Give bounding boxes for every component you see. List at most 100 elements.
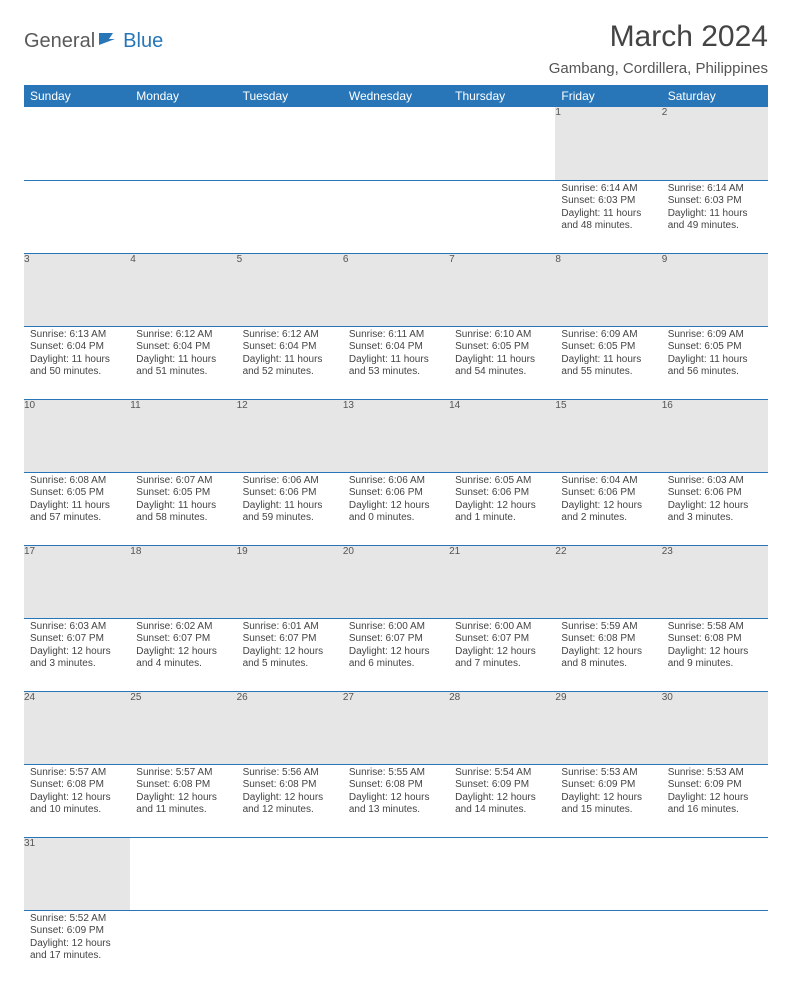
weekday-header: Sunday: [24, 85, 130, 107]
day-dl2: and 55 minutes.: [561, 366, 655, 379]
day-cell: Sunrise: 6:00 AMSunset: 6:07 PMDaylight:…: [449, 618, 555, 691]
day-cell: [130, 180, 236, 253]
day-number: [24, 107, 130, 180]
day-ss: Sunset: 6:03 PM: [668, 195, 762, 208]
day-dl1: Daylight: 12 hours: [349, 792, 443, 805]
calendar-table: SundayMondayTuesdayWednesdayThursdayFrid…: [24, 85, 768, 983]
day-sr: Sunrise: 6:14 AM: [561, 183, 655, 196]
day-cell: Sunrise: 5:54 AMSunset: 6:09 PMDaylight:…: [449, 764, 555, 837]
day-number: 1: [555, 107, 661, 180]
day-ss: Sunset: 6:06 PM: [349, 487, 443, 500]
day-dl1: Daylight: 12 hours: [668, 646, 762, 659]
day-cell: [237, 180, 343, 253]
day-dl2: and 3 minutes.: [30, 658, 124, 671]
day-ss: Sunset: 6:07 PM: [455, 633, 549, 646]
day-ss: Sunset: 6:08 PM: [349, 779, 443, 792]
day-number: 19: [237, 545, 343, 618]
day-sr: Sunrise: 5:56 AM: [243, 767, 337, 780]
day-dl1: Daylight: 11 hours: [668, 208, 762, 221]
day-cell: Sunrise: 5:58 AMSunset: 6:08 PMDaylight:…: [662, 618, 768, 691]
day-number: [237, 107, 343, 180]
day-sr: Sunrise: 6:06 AM: [243, 475, 337, 488]
day-ss: Sunset: 6:06 PM: [561, 487, 655, 500]
day-number-row: 17181920212223: [24, 545, 768, 618]
day-number: 25: [130, 691, 236, 764]
day-ss: Sunset: 6:07 PM: [349, 633, 443, 646]
day-cell: Sunrise: 6:07 AMSunset: 6:05 PMDaylight:…: [130, 472, 236, 545]
day-dl1: Daylight: 11 hours: [136, 354, 230, 367]
day-dl2: and 53 minutes.: [349, 366, 443, 379]
day-dl2: and 11 minutes.: [136, 804, 230, 817]
title-block: March 2024 Gambang, Cordillera, Philippi…: [549, 20, 768, 77]
day-dl1: Daylight: 11 hours: [30, 354, 124, 367]
day-content-row: Sunrise: 6:14 AM Sunset: 6:03 PMDaylight:…: [24, 180, 768, 253]
day-dl1: Daylight: 11 hours: [455, 354, 549, 367]
day-number: 6: [343, 253, 449, 326]
day-ss: Sunset: 6:06 PM: [243, 487, 337, 500]
day-number: 27: [343, 691, 449, 764]
day-ss: Sunset: 6:09 PM: [561, 779, 655, 792]
day-number: 3: [24, 253, 130, 326]
day-number: 10: [24, 399, 130, 472]
day-cell: Sunrise: 6:10 AMSunset: 6:05 PMDaylight:…: [449, 326, 555, 399]
day-number: 29: [555, 691, 661, 764]
day-dl1: Daylight: 12 hours: [136, 792, 230, 805]
day-cell: Sunrise: 6:14 AMSunset: 6:03 PMDaylight:…: [662, 180, 768, 253]
day-ss: Sunset: 6:06 PM: [668, 487, 762, 500]
day-sr: Sunrise: 5:58 AM: [668, 621, 762, 634]
day-number: 11: [130, 399, 236, 472]
day-ss: Sunset: 6:04 PM: [136, 341, 230, 354]
day-dl2: and 17 minutes.: [30, 950, 124, 963]
day-number: [343, 107, 449, 180]
brand-part2: Blue: [123, 30, 163, 53]
day-ss: Sunset: 6:05 PM: [455, 341, 549, 354]
day-dl2: and 49 minutes.: [668, 220, 762, 233]
day-dl1: Daylight: 12 hours: [349, 500, 443, 513]
day-dl1: Daylight: 12 hours: [455, 792, 549, 805]
day-content-row: Sunrise: 6:03 AMSunset: 6:07 PMDaylight:…: [24, 618, 768, 691]
day-cell: Sunrise: 6:03 AMSunset: 6:07 PMDaylight:…: [24, 618, 130, 691]
day-number: [237, 837, 343, 910]
day-dl1: Daylight: 11 hours: [136, 500, 230, 513]
day-ss: Sunset: 6:09 PM: [30, 925, 124, 938]
day-sr: Sunrise: 5:57 AM: [30, 767, 124, 780]
day-dl2: and 9 minutes.: [668, 658, 762, 671]
brand-part1: General: [24, 30, 95, 53]
day-ss: Sunset: 6:08 PM: [136, 779, 230, 792]
day-number: 30: [662, 691, 768, 764]
day-cell: Sunrise: 6:00 AMSunset: 6:07 PMDaylight:…: [343, 618, 449, 691]
day-number-row: 10111213141516: [24, 399, 768, 472]
day-number: [130, 107, 236, 180]
day-number: [662, 837, 768, 910]
day-cell: Sunrise: 5:53 AMSunset: 6:09 PMDaylight:…: [555, 764, 661, 837]
day-ss: Sunset: 6:05 PM: [30, 487, 124, 500]
day-dl2: and 13 minutes.: [349, 804, 443, 817]
day-cell: [662, 910, 768, 983]
day-sr: Sunrise: 6:08 AM: [30, 475, 124, 488]
day-ss: Sunset: 6:07 PM: [243, 633, 337, 646]
day-cell: [343, 910, 449, 983]
day-ss: Sunset: 6:07 PM: [136, 633, 230, 646]
day-number: 12: [237, 399, 343, 472]
day-dl2: and 2 minutes.: [561, 512, 655, 525]
day-cell: [343, 180, 449, 253]
day-cell: Sunrise: 6:02 AMSunset: 6:07 PMDaylight:…: [130, 618, 236, 691]
day-cell: Sunrise: 6:04 AMSunset: 6:06 PMDaylight:…: [555, 472, 661, 545]
day-dl1: Daylight: 12 hours: [561, 646, 655, 659]
day-number-row: 31: [24, 837, 768, 910]
day-sr: Sunrise: 5:54 AM: [455, 767, 549, 780]
day-cell: Sunrise: 6:05 AMSunset: 6:06 PMDaylight:…: [449, 472, 555, 545]
day-number: 20: [343, 545, 449, 618]
day-number: 13: [343, 399, 449, 472]
day-number: 23: [662, 545, 768, 618]
day-ss: Sunset: 6:06 PM: [455, 487, 549, 500]
day-number: 28: [449, 691, 555, 764]
day-cell: Sunrise: 5:52 AMSunset: 6:09 PMDaylight:…: [24, 910, 130, 983]
day-dl2: and 0 minutes.: [349, 512, 443, 525]
day-dl1: Daylight: 12 hours: [455, 646, 549, 659]
day-dl1: Daylight: 12 hours: [668, 792, 762, 805]
brand-logo: General Blue: [24, 30, 163, 53]
page-header: General Blue March 2024 Gambang, Cordill…: [24, 20, 768, 77]
day-cell: Sunrise: 6:12 AMSunset: 6:04 PMDaylight:…: [130, 326, 236, 399]
day-dl1: Daylight: 12 hours: [349, 646, 443, 659]
